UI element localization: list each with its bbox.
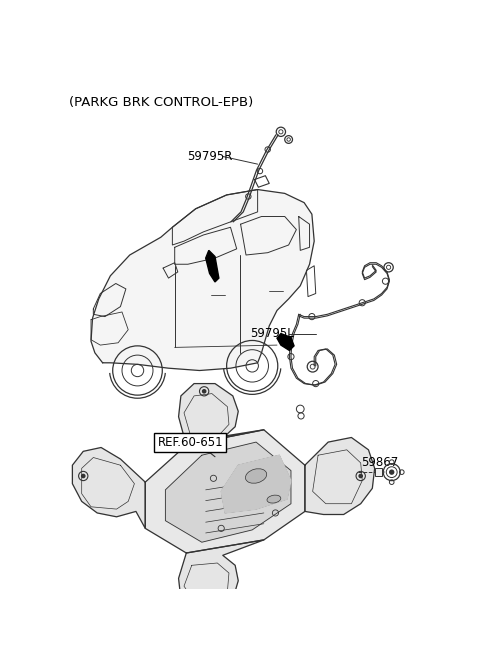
Text: 59795L: 59795L <box>250 327 294 340</box>
Ellipse shape <box>245 469 267 483</box>
Polygon shape <box>206 250 219 282</box>
Polygon shape <box>179 540 264 612</box>
Ellipse shape <box>267 495 281 503</box>
Text: 59867: 59867 <box>360 455 398 469</box>
Polygon shape <box>72 448 145 528</box>
Polygon shape <box>221 455 291 513</box>
Circle shape <box>202 389 206 394</box>
Circle shape <box>359 474 363 479</box>
Polygon shape <box>179 383 264 445</box>
Text: 59795R: 59795R <box>187 150 232 163</box>
FancyBboxPatch shape <box>375 468 383 476</box>
Circle shape <box>389 469 395 475</box>
Circle shape <box>202 602 206 606</box>
Polygon shape <box>91 189 314 371</box>
Polygon shape <box>145 430 305 553</box>
Circle shape <box>81 474 85 479</box>
Text: (PARKG BRK CONTROL-EPB): (PARKG BRK CONTROL-EPB) <box>69 97 253 109</box>
Polygon shape <box>277 334 294 350</box>
Polygon shape <box>166 442 291 542</box>
Polygon shape <box>305 438 375 514</box>
Text: REF.60-651: REF.60-651 <box>157 436 223 449</box>
